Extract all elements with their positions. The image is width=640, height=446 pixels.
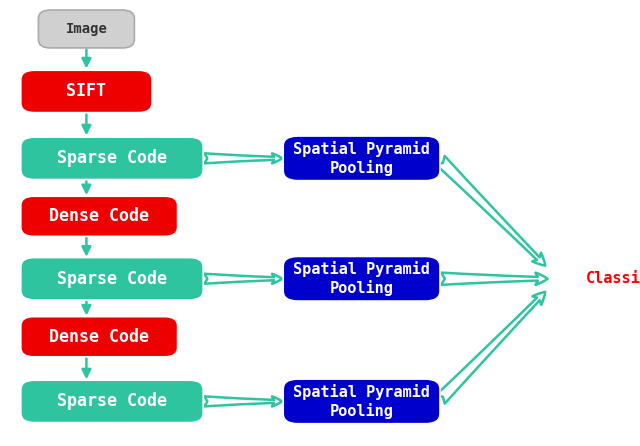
FancyBboxPatch shape: [38, 10, 134, 48]
Text: Dense Code: Dense Code: [49, 328, 149, 346]
FancyBboxPatch shape: [20, 380, 204, 423]
Text: Sparse Code: Sparse Code: [57, 270, 167, 288]
FancyBboxPatch shape: [283, 379, 440, 424]
FancyBboxPatch shape: [21, 196, 178, 236]
Text: Image: Image: [65, 22, 108, 36]
FancyBboxPatch shape: [283, 256, 440, 301]
Text: Spatial Pyramid
Pooling: Spatial Pyramid Pooling: [293, 141, 430, 176]
Text: Classifier: Classifier: [586, 271, 640, 286]
FancyBboxPatch shape: [20, 137, 204, 179]
FancyBboxPatch shape: [21, 317, 178, 357]
FancyBboxPatch shape: [21, 70, 152, 112]
FancyBboxPatch shape: [20, 258, 204, 300]
Text: Spatial Pyramid
Pooling: Spatial Pyramid Pooling: [293, 261, 430, 296]
Text: Sparse Code: Sparse Code: [57, 149, 167, 167]
Text: SIFT: SIFT: [67, 83, 106, 100]
Text: Dense Code: Dense Code: [49, 207, 149, 225]
Text: Spatial Pyramid
Pooling: Spatial Pyramid Pooling: [293, 384, 430, 419]
FancyBboxPatch shape: [283, 136, 440, 181]
Text: Sparse Code: Sparse Code: [57, 392, 167, 410]
